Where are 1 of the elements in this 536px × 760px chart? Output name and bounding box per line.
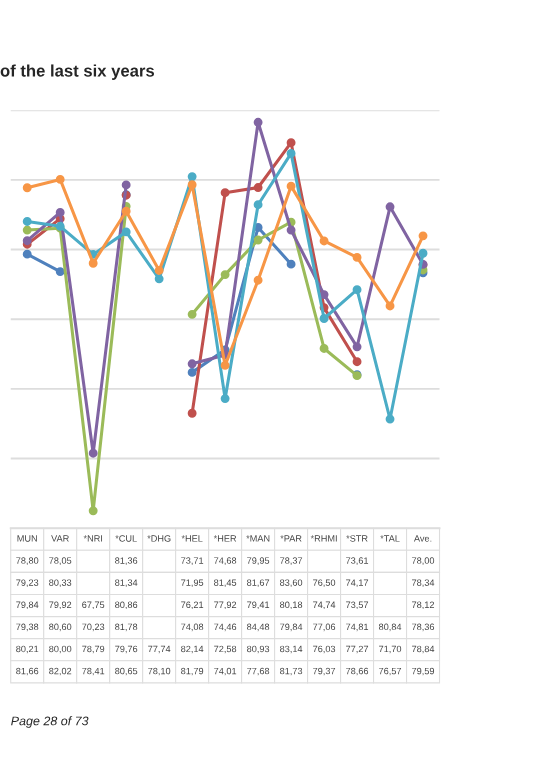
chart-title: of the last six years <box>0 64 155 80</box>
